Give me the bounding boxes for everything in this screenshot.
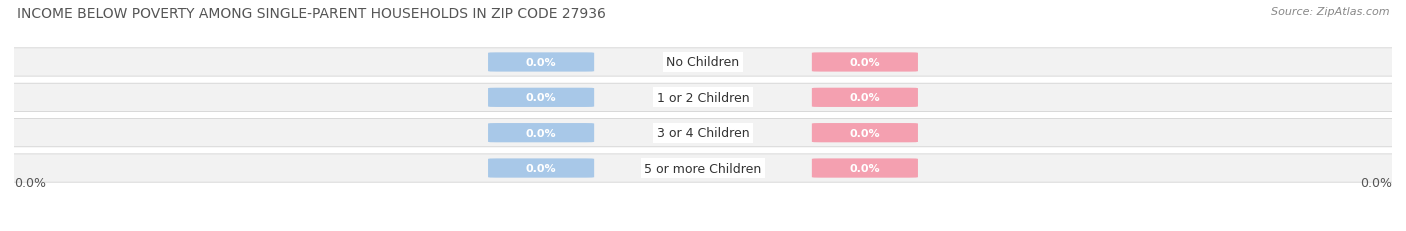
- Text: INCOME BELOW POVERTY AMONG SINGLE-PARENT HOUSEHOLDS IN ZIP CODE 27936: INCOME BELOW POVERTY AMONG SINGLE-PARENT…: [17, 7, 606, 21]
- Text: 5 or more Children: 5 or more Children: [644, 162, 762, 175]
- Text: 0.0%: 0.0%: [526, 163, 557, 173]
- Text: No Children: No Children: [666, 56, 740, 69]
- FancyBboxPatch shape: [811, 88, 918, 107]
- Text: 0.0%: 0.0%: [14, 176, 46, 189]
- FancyBboxPatch shape: [488, 159, 595, 178]
- FancyBboxPatch shape: [0, 119, 1406, 147]
- Text: 0.0%: 0.0%: [849, 163, 880, 173]
- Text: 0.0%: 0.0%: [526, 93, 557, 103]
- Text: 0.0%: 0.0%: [849, 58, 880, 68]
- Text: 0.0%: 0.0%: [849, 128, 880, 138]
- FancyBboxPatch shape: [0, 84, 1406, 112]
- FancyBboxPatch shape: [0, 49, 1406, 77]
- FancyBboxPatch shape: [811, 159, 918, 178]
- FancyBboxPatch shape: [0, 154, 1406, 182]
- Text: 0.0%: 0.0%: [1360, 176, 1392, 189]
- Text: Source: ZipAtlas.com: Source: ZipAtlas.com: [1271, 7, 1389, 17]
- Text: 3 or 4 Children: 3 or 4 Children: [657, 127, 749, 140]
- Text: 0.0%: 0.0%: [526, 58, 557, 68]
- FancyBboxPatch shape: [811, 53, 918, 72]
- Text: 0.0%: 0.0%: [849, 93, 880, 103]
- Text: 0.0%: 0.0%: [526, 128, 557, 138]
- FancyBboxPatch shape: [488, 88, 595, 107]
- FancyBboxPatch shape: [488, 124, 595, 143]
- FancyBboxPatch shape: [811, 124, 918, 143]
- FancyBboxPatch shape: [488, 53, 595, 72]
- Text: 1 or 2 Children: 1 or 2 Children: [657, 91, 749, 104]
